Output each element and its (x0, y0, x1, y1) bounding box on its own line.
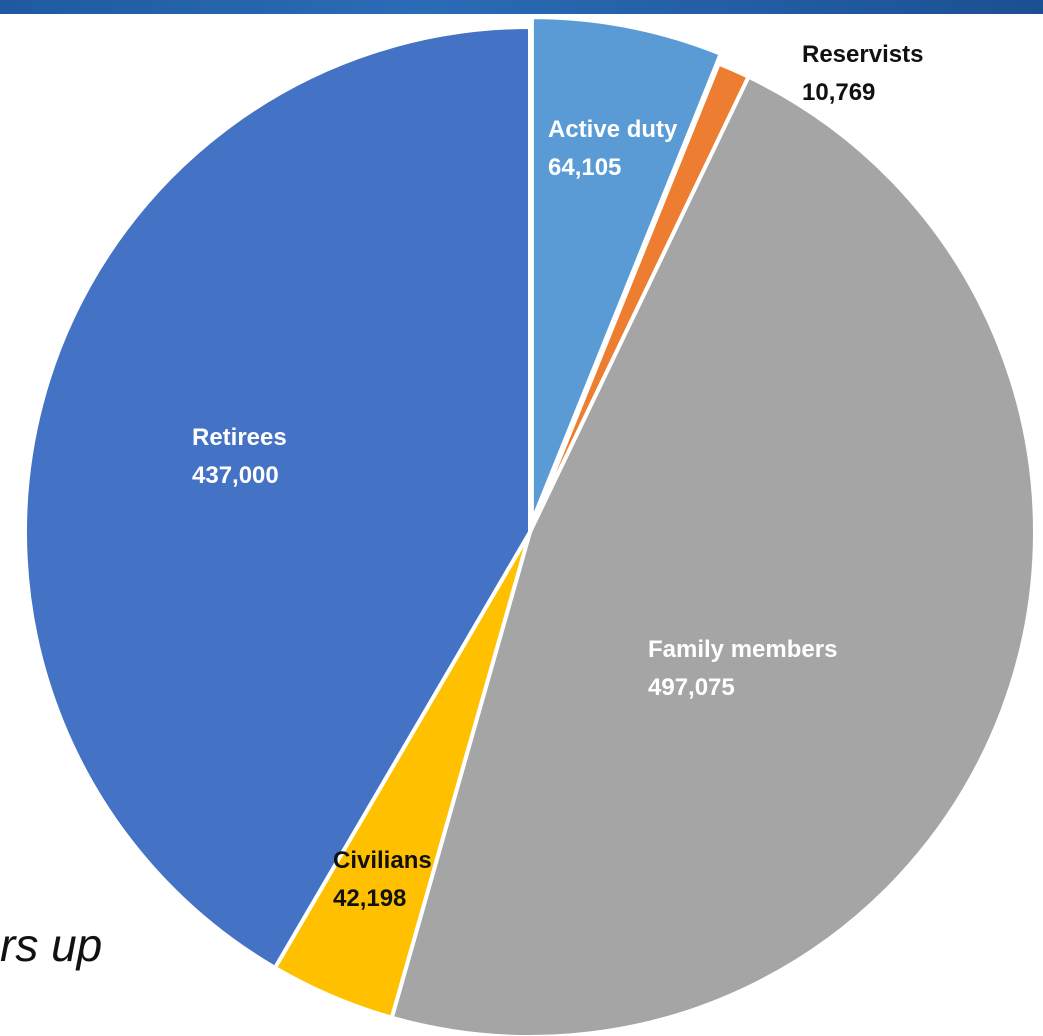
pie-slice-family-members (389, 74, 1037, 1036)
slice-label-family-members: Family members (648, 636, 837, 663)
slice-value-retirees: 437,000 (192, 462, 279, 489)
slice-label-reservists: Reservists (802, 41, 923, 68)
pie-slice-active-duty (529, 15, 723, 525)
slice-label-retirees: Retirees (192, 424, 287, 451)
slice-label-active-duty: Active duty (548, 116, 678, 143)
pie-slice-retirees (23, 25, 532, 970)
slice-value-reservists: 10,769 (802, 79, 875, 106)
slice-value-active-duty: 64,105 (548, 154, 621, 181)
partial-slide-text: rs up (0, 919, 103, 971)
slice-value-family-members: 497,075 (648, 674, 735, 701)
slice-label-civilians: Civilians (333, 847, 432, 874)
slice-value-civilians: 42,198 (333, 885, 406, 912)
top-banner (0, 0, 1043, 14)
